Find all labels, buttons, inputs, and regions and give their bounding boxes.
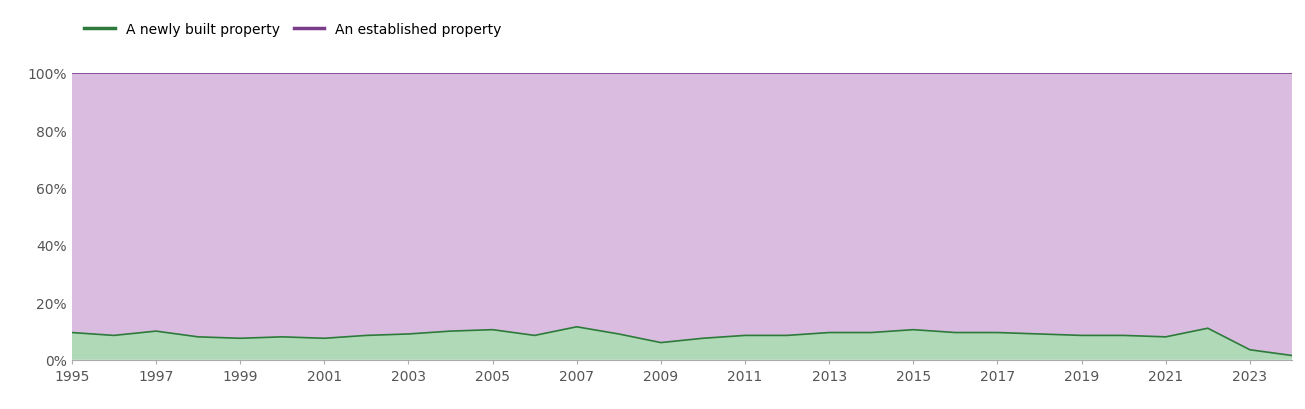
Legend: A newly built property, An established property: A newly built property, An established p…: [78, 18, 508, 43]
